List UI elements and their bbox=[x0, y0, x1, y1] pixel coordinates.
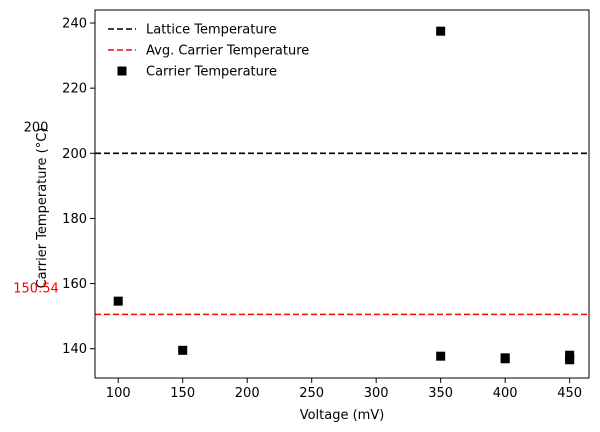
x-tick-label: 300 bbox=[364, 386, 389, 401]
y-tick-label: 140 bbox=[62, 342, 87, 357]
y-tick-label: 180 bbox=[62, 212, 87, 227]
y-tick-label: 220 bbox=[62, 82, 87, 97]
x-tick-label: 100 bbox=[106, 386, 131, 401]
x-tick-label: 400 bbox=[493, 386, 518, 401]
legend: Lattice Temperature Avg. Carrier Temperat… bbox=[108, 23, 309, 80]
y-tick-label: 160 bbox=[62, 277, 87, 292]
y-tick-label: 240 bbox=[62, 17, 87, 32]
data-point bbox=[113, 296, 123, 306]
legend-label: Carrier Temperature bbox=[146, 65, 277, 80]
data-point bbox=[178, 345, 188, 355]
reference-line-annotation-1: 150.54 bbox=[13, 281, 59, 296]
x-tick-label: 200 bbox=[235, 386, 260, 401]
y-tick-label: 200 bbox=[62, 147, 87, 162]
axes-frame bbox=[94, 9, 590, 379]
reference-line-annotation-0: 200 bbox=[24, 120, 49, 135]
x-tick-label: 450 bbox=[557, 386, 582, 401]
legend-label: Lattice Temperature bbox=[146, 23, 277, 38]
legend-marker-swatch bbox=[117, 66, 127, 76]
x-tick-label: 250 bbox=[299, 386, 324, 401]
data-point bbox=[436, 351, 446, 361]
x-tick-label: 150 bbox=[170, 386, 195, 401]
data-point bbox=[500, 354, 510, 364]
x-axis-label: Voltage (mV) bbox=[300, 408, 385, 423]
data-point bbox=[565, 355, 575, 365]
y-axis-label: Carrier Temperature (°C) bbox=[35, 128, 50, 289]
legend-label: Avg. Carrier Temperature bbox=[146, 44, 309, 59]
data-point bbox=[436, 26, 446, 36]
plot-area: 100 150 200 250 300 350 400 450 140 160 180 200 220 2… bbox=[62, 9, 590, 401]
x-tick-label: 350 bbox=[428, 386, 453, 401]
